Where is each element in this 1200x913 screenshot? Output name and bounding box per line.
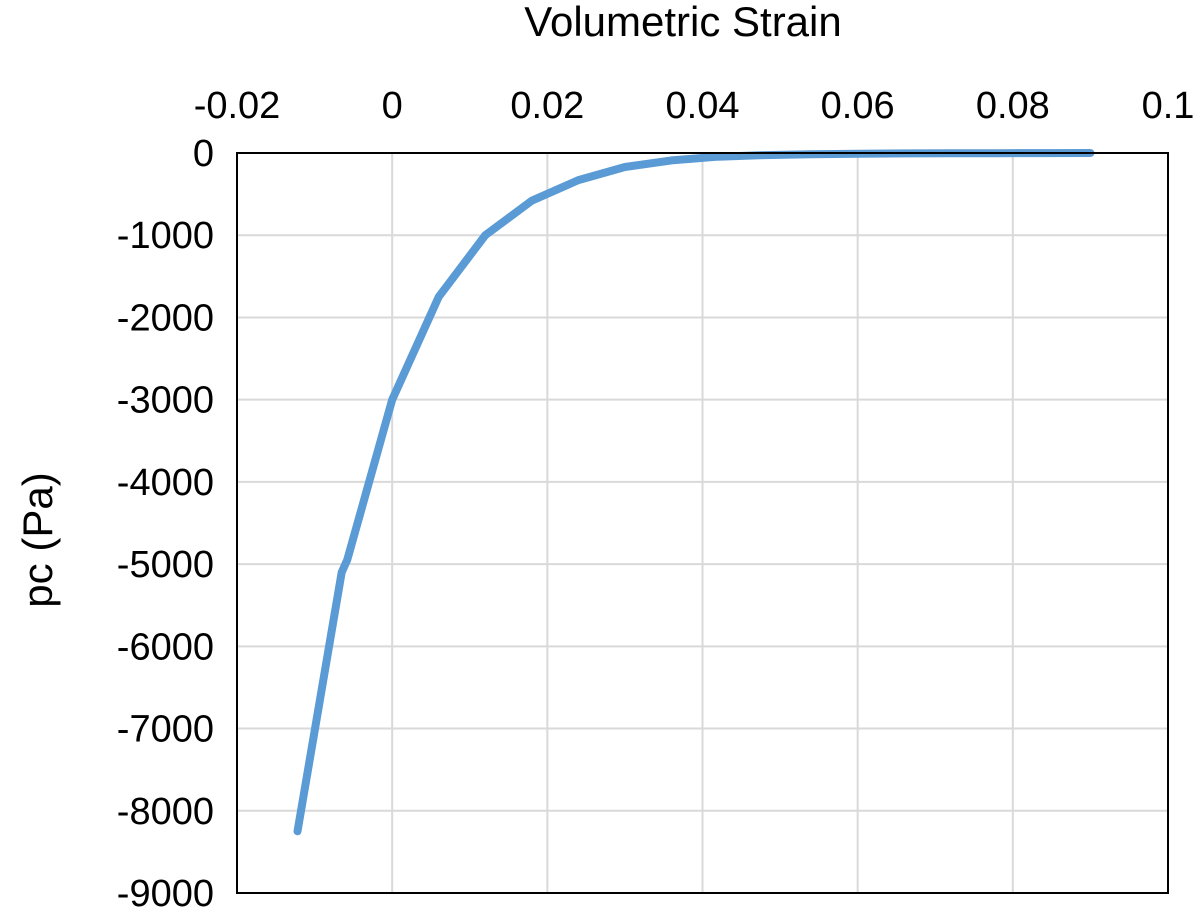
grid-layer: [236, 152, 1169, 894]
x-tick-label: 0.02: [510, 85, 584, 127]
y-tick-label: 0: [193, 133, 214, 175]
y-tick-label: -5000: [117, 544, 214, 586]
y-tick-label: -1000: [117, 215, 214, 257]
x-tick-label: 0.06: [821, 85, 895, 127]
y-tick-label: -3000: [117, 380, 214, 422]
y-tick-labels: 0 -1000 -2000 -3000 -4000 -5000 -6000 -7000 -800…: [117, 133, 214, 913]
plot-frame: [236, 152, 1169, 894]
y-tick-label: -9000: [117, 873, 214, 913]
y-tick-label: -8000: [117, 791, 214, 833]
x-tick-label: 0.08: [976, 85, 1050, 127]
x-tick-label: 0: [382, 85, 403, 127]
y-tick-label: -2000: [117, 297, 214, 339]
y-tick-label: -4000: [117, 462, 214, 504]
y-tick-label: -6000: [117, 626, 214, 668]
y-tick-label: -7000: [117, 709, 214, 751]
x-axis-title: Volumetric Strain: [524, 0, 841, 45]
y-axis-title: pc (Pa): [14, 472, 61, 607]
x-tick-label: 0.04: [666, 85, 740, 127]
x-tick-label: 0.1: [1142, 85, 1195, 127]
x-tick-labels: -0.02 0 0.02 0.04 0.06 0.08 0.1: [194, 85, 1195, 127]
x-tick-label: -0.02: [194, 85, 281, 127]
